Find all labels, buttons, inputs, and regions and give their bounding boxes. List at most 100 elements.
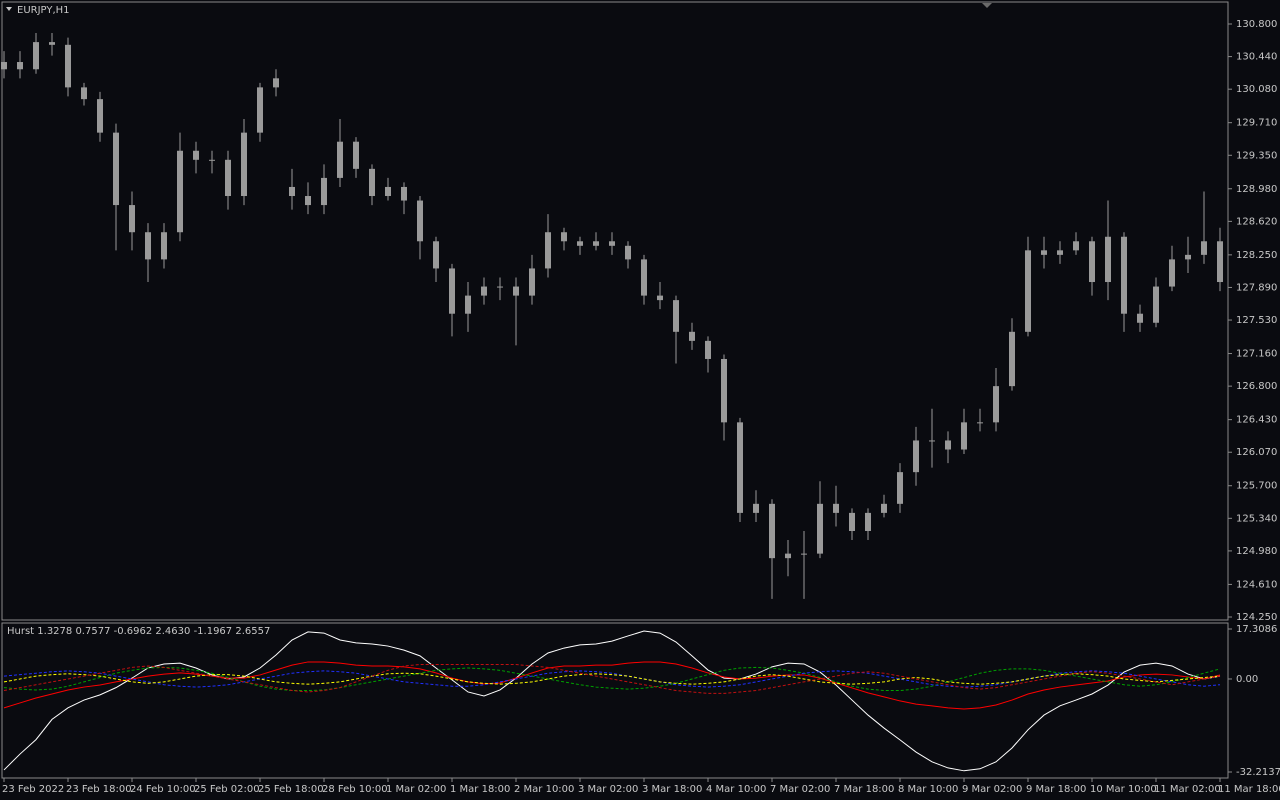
candle-body bbox=[449, 268, 455, 314]
y-tick-label: 126.430 bbox=[1236, 415, 1277, 426]
x-tick-label: 1 Mar 02:00 bbox=[386, 784, 446, 795]
candle-body bbox=[193, 150, 199, 160]
y-tick-label: 129.710 bbox=[1236, 118, 1277, 129]
y-tick-label: 125.340 bbox=[1236, 513, 1277, 524]
candle-body bbox=[577, 241, 583, 246]
y-tick-label: 124.250 bbox=[1236, 612, 1277, 623]
x-tick-label: 7 Mar 18:00 bbox=[834, 784, 894, 795]
candle-body bbox=[1009, 331, 1015, 387]
candle-body bbox=[1169, 259, 1175, 287]
candle-body bbox=[1041, 250, 1047, 255]
x-tick-label: 25 Feb 02:00 bbox=[194, 784, 260, 795]
candle-body bbox=[113, 132, 119, 206]
x-tick-label: 25 Feb 18:00 bbox=[258, 784, 324, 795]
candle-body bbox=[833, 503, 839, 513]
candle-body bbox=[865, 512, 871, 531]
candle-body bbox=[609, 241, 615, 246]
candle-body bbox=[273, 78, 279, 88]
x-tick-label: 23 Feb 18:00 bbox=[66, 784, 132, 795]
candle-body bbox=[305, 196, 311, 206]
y-tick-label: 127.530 bbox=[1236, 315, 1277, 326]
candle-body bbox=[785, 553, 791, 559]
candle-body bbox=[1217, 241, 1223, 283]
candle-body bbox=[625, 245, 631, 260]
candle-body bbox=[593, 241, 599, 246]
candle-body bbox=[657, 295, 663, 301]
candle-body bbox=[321, 177, 327, 206]
x-tick-label: 3 Mar 18:00 bbox=[642, 784, 702, 795]
candle-body bbox=[913, 440, 919, 473]
x-tick-label: 23 Feb 2022 bbox=[2, 784, 64, 795]
candle-body bbox=[49, 42, 55, 45]
y-tick-label: 130.800 bbox=[1236, 19, 1277, 30]
indicator-pane-frame bbox=[1, 622, 1229, 779]
candle-body bbox=[369, 168, 375, 197]
y-tick-label: 128.620 bbox=[1236, 216, 1277, 227]
candle-body bbox=[945, 440, 951, 450]
x-tick-label: 4 Mar 10:00 bbox=[706, 784, 766, 795]
candle-body bbox=[929, 440, 935, 442]
y-tick-label: 128.980 bbox=[1236, 184, 1277, 195]
candle-body bbox=[897, 472, 903, 504]
candle-body bbox=[417, 200, 423, 242]
candle-body bbox=[641, 259, 647, 296]
x-tick-label: 8 Mar 10:00 bbox=[898, 784, 958, 795]
y-tick-label: 129.350 bbox=[1236, 150, 1277, 161]
candle-body bbox=[97, 99, 103, 133]
candle-body bbox=[961, 422, 967, 450]
x-tick-label: 11 Mar 18:00 bbox=[1218, 784, 1280, 795]
candle-body bbox=[1025, 250, 1031, 332]
y-tick-label: 0.00 bbox=[1236, 674, 1258, 685]
candle-body bbox=[705, 340, 711, 359]
candle-body bbox=[1137, 313, 1143, 323]
candle-body bbox=[145, 232, 151, 260]
candle-body bbox=[17, 62, 23, 70]
candle-body bbox=[257, 87, 263, 133]
symbol-menu-arrow[interactable] bbox=[6, 7, 12, 11]
y-tick-label: 128.250 bbox=[1236, 250, 1277, 261]
x-tick-label: 9 Mar 02:00 bbox=[962, 784, 1022, 795]
candle-body bbox=[561, 232, 567, 242]
candle-body bbox=[513, 286, 519, 296]
indicator-line bbox=[3, 664, 1221, 694]
candle-body bbox=[737, 422, 743, 513]
candle-body bbox=[433, 241, 439, 269]
y-tick-label: 127.160 bbox=[1236, 349, 1277, 360]
candle-body bbox=[1089, 241, 1095, 283]
candle-body bbox=[753, 503, 759, 513]
candle-body bbox=[1185, 254, 1191, 260]
candle-body bbox=[849, 512, 855, 531]
candle-body bbox=[1201, 241, 1207, 255]
candle-body bbox=[497, 286, 503, 288]
candle-body bbox=[129, 205, 135, 233]
candle-body bbox=[1057, 250, 1063, 255]
x-tick-label: 11 Mar 02:00 bbox=[1154, 784, 1221, 795]
shift-marker bbox=[982, 3, 992, 8]
candle-body bbox=[65, 44, 71, 88]
indicator-title: Hurst 1.3278 0.7577 -0.6962 2.4630 -1.19… bbox=[7, 626, 270, 637]
candle-body bbox=[817, 503, 823, 554]
candle-body bbox=[353, 141, 359, 169]
candle-body bbox=[481, 286, 487, 296]
candle-body bbox=[529, 268, 535, 296]
x-tick-label: 28 Feb 10:00 bbox=[322, 784, 388, 795]
candle-body bbox=[673, 300, 679, 332]
x-tick-label: 10 Mar 10:00 bbox=[1090, 784, 1157, 795]
candle-body bbox=[465, 295, 471, 314]
y-tick-label: -32.2137 bbox=[1236, 767, 1280, 778]
candle-body bbox=[161, 232, 167, 260]
candle-body bbox=[1121, 236, 1127, 314]
x-tick-label: 1 Mar 18:00 bbox=[450, 784, 510, 795]
x-tick-label: 2 Mar 10:00 bbox=[514, 784, 574, 795]
candle-body bbox=[993, 386, 999, 423]
candle-body bbox=[209, 159, 215, 161]
candle-body bbox=[289, 186, 295, 197]
candle-body bbox=[1105, 236, 1111, 283]
candle-body bbox=[337, 141, 343, 178]
candle-body bbox=[801, 553, 807, 555]
indicator-line bbox=[3, 672, 1221, 685]
candle-body bbox=[385, 186, 391, 197]
candle-body bbox=[689, 331, 695, 341]
